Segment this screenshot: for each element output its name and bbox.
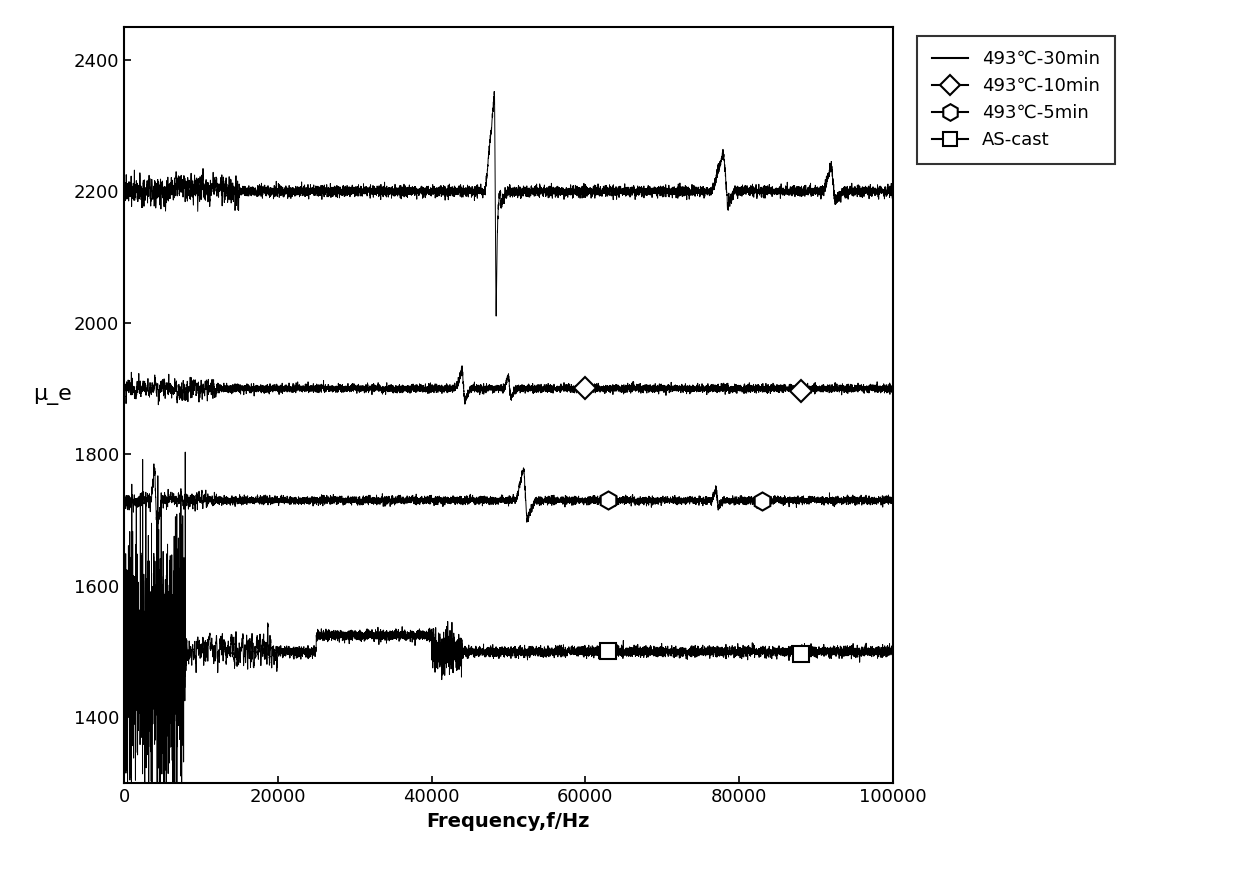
Y-axis label: μ_e: μ_e — [33, 385, 72, 405]
X-axis label: Frequency,f/Hz: Frequency,f/Hz — [427, 812, 590, 830]
Legend: 493℃-30min, 493℃-10min, 493℃-5min, AS-cast: 493℃-30min, 493℃-10min, 493℃-5min, AS-ca… — [918, 36, 1115, 164]
